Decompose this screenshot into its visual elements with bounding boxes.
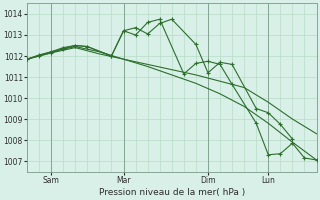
X-axis label: Pression niveau de la mer( hPa ): Pression niveau de la mer( hPa ) <box>99 188 245 197</box>
